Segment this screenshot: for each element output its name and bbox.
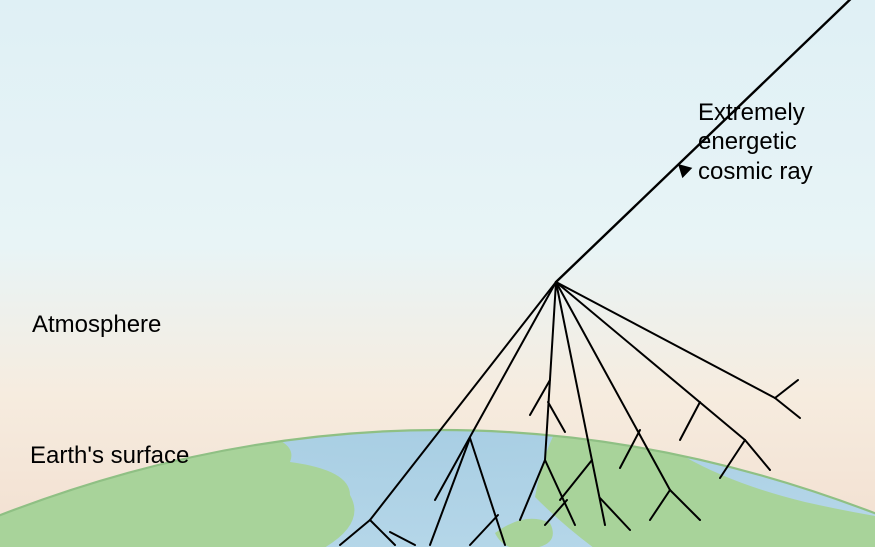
label-atmosphere: Atmosphere — [32, 310, 161, 339]
diagram-root: Extremely energetic cosmic ray Atmospher… — [0, 0, 875, 547]
label-cosmic-ray: Extremely energetic cosmic ray — [698, 98, 813, 186]
label-earth-surface: Earth's surface — [30, 441, 189, 470]
